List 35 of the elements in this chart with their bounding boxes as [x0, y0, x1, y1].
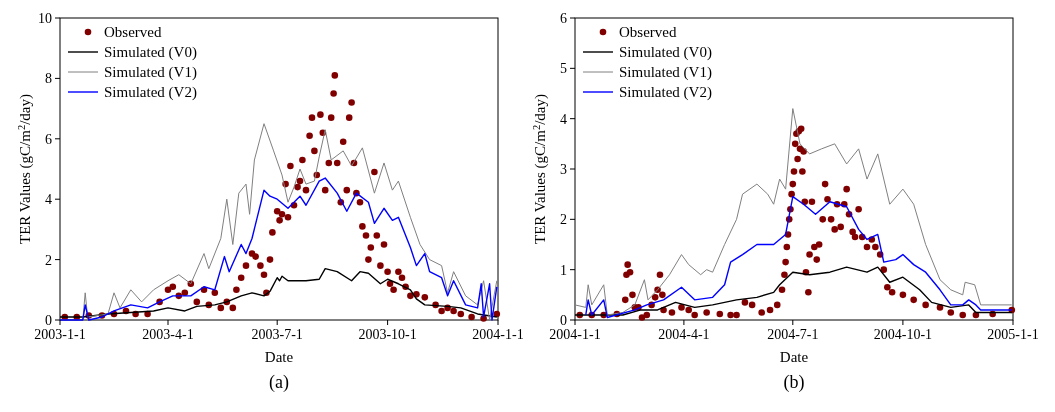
y-tick-label: 6 — [560, 11, 567, 26]
y-tick-label: 4 — [560, 111, 567, 127]
y-tick-label: 3 — [560, 162, 567, 177]
legend-label: Simulated (V1) — [104, 64, 197, 81]
y-tick-label: 5 — [560, 61, 567, 77]
x-axis-title: Date — [264, 349, 294, 365]
x-tick-label: 2003-10-1 — [358, 327, 417, 342]
x-axis-title: Date — [779, 349, 809, 365]
legend-label: Simulated (V0) — [104, 44, 197, 61]
legend-label: Simulated (V2) — [104, 84, 197, 101]
x-tick-label: 2003-4-1 — [142, 327, 194, 342]
y-tick-label: 2 — [560, 212, 567, 228]
x-tick-label: 2004-1-1 — [472, 327, 524, 342]
legend-label: Observed — [104, 24, 162, 40]
x-tick-label: 2003-1-1 — [34, 327, 86, 342]
x-tick-label: 2003-7-1 — [251, 327, 303, 342]
legend-label: Simulated (V2) — [619, 84, 712, 101]
y-tick-label: 10 — [38, 11, 52, 26]
text: (b) — [783, 372, 805, 393]
y-tick-label: 4 — [45, 192, 52, 208]
x-tick-label: 2004-7-1 — [767, 327, 819, 342]
y-tick-label: 2 — [45, 252, 52, 268]
x-tick-label: 2005-1-1 — [987, 327, 1039, 342]
x-tick-label: 2004-10-1 — [873, 327, 933, 342]
legend-label: Simulated (V1) — [619, 64, 712, 81]
x-tick-label: 2004-1-1 — [549, 327, 601, 342]
y-tick-label: 6 — [45, 131, 52, 147]
y-tick-label: 8 — [45, 71, 52, 87]
x-tick-label: 2004-4-1 — [658, 327, 710, 342]
y-tick-label: 0 — [560, 313, 567, 328]
legend-label: Simulated (V0) — [619, 44, 712, 61]
legend-label: Observed — [619, 24, 677, 40]
text: (a) — [269, 372, 289, 393]
y-tick-label: 0 — [45, 313, 52, 328]
y-tick-label: 1 — [560, 262, 567, 278]
